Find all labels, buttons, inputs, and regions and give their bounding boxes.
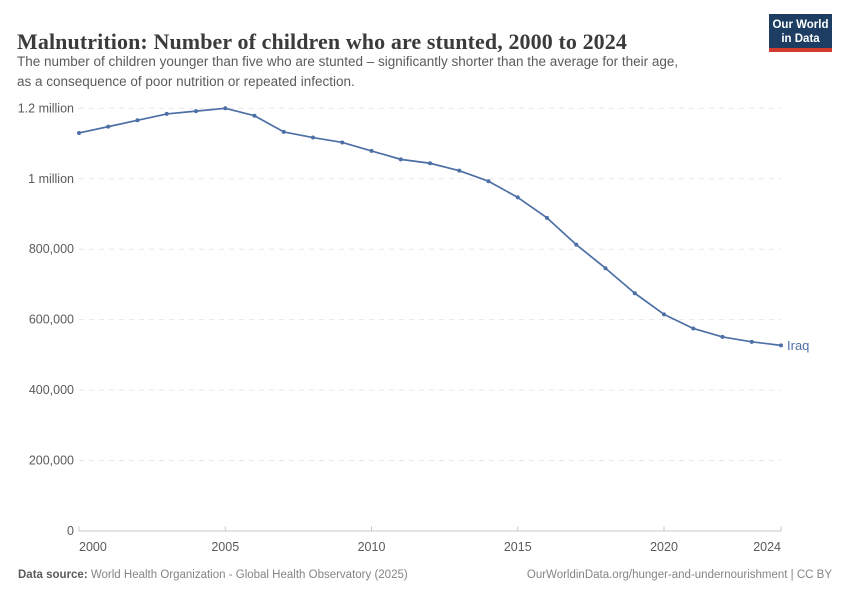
- data-point[interactable]: [632, 291, 637, 296]
- chart-footer: Data source: World Health Organization -…: [18, 569, 832, 581]
- data-point[interactable]: [311, 135, 315, 140]
- data-point[interactable]: [720, 334, 725, 339]
- chart-title: Malnutrition: Number of children who are…: [17, 28, 627, 54]
- data-source: Data source: World Health Organization -…: [18, 569, 408, 581]
- data-point[interactable]: [252, 113, 257, 118]
- subtitle-line-1: The number of children younger than five…: [17, 54, 679, 69]
- data-point[interactable]: [486, 179, 491, 184]
- owid-logo-line2: in Data: [781, 33, 820, 45]
- data-point[interactable]: [194, 109, 198, 114]
- data-point[interactable]: [574, 242, 579, 247]
- x-tick-label: 2015: [504, 540, 532, 554]
- x-axis-line: [78, 526, 782, 532]
- x-tick-label: 2005: [211, 540, 239, 554]
- data-point[interactable]: [428, 161, 432, 166]
- y-tick-label: 0: [67, 524, 74, 538]
- series-label[interactable]: Iraq: [787, 338, 809, 353]
- data-point[interactable]: [457, 168, 462, 173]
- data-point[interactable]: [77, 130, 81, 135]
- owid-link[interactable]: OurWorldinData.org/hunger-and-undernouri…: [526, 569, 832, 581]
- data-point[interactable]: [603, 266, 608, 271]
- y-tick-label: 1.2 million: [18, 101, 74, 115]
- owid-logo[interactable]: Our World in Data: [769, 14, 832, 52]
- data-point[interactable]: [281, 129, 286, 134]
- series-line[interactable]: [78, 107, 782, 347]
- x-tick-label: 2020: [650, 540, 678, 554]
- x-tick-label: 2010: [358, 540, 386, 554]
- y-tick-label: 600,000: [29, 313, 74, 327]
- data-point[interactable]: [779, 343, 783, 348]
- subtitle-line-2: as a consequence of poor nutrition or re…: [17, 73, 355, 89]
- chart-subtitle: The number of children younger than five…: [17, 52, 762, 91]
- data-point[interactable]: [515, 195, 520, 200]
- data-point[interactable]: [340, 140, 345, 145]
- data-point[interactable]: [369, 148, 374, 153]
- y-tick-label: 400,000: [29, 383, 74, 397]
- data-point[interactable]: [135, 118, 140, 123]
- data-point[interactable]: [223, 106, 228, 111]
- y-tick-label: 1 million: [28, 172, 74, 186]
- x-tick-label: 2000: [79, 540, 107, 554]
- owid-logo-line1: Our World: [772, 19, 829, 32]
- data-source-label: Data source:: [18, 569, 88, 581]
- owid-logo-red-bar: [769, 48, 832, 52]
- data-point[interactable]: [662, 312, 666, 317]
- data-point[interactable]: [164, 111, 169, 116]
- data-point[interactable]: [106, 124, 111, 129]
- data-point[interactable]: [398, 157, 403, 162]
- y-tick-label: 200,000: [29, 454, 74, 468]
- data-point[interactable]: [545, 215, 549, 220]
- data-point[interactable]: [749, 339, 754, 344]
- x-tick-label: 2024: [753, 540, 781, 554]
- data-point[interactable]: [691, 326, 696, 331]
- data-source-text: World Health Organization - Global Healt…: [87, 569, 408, 581]
- y-tick-label: 800,000: [29, 242, 74, 256]
